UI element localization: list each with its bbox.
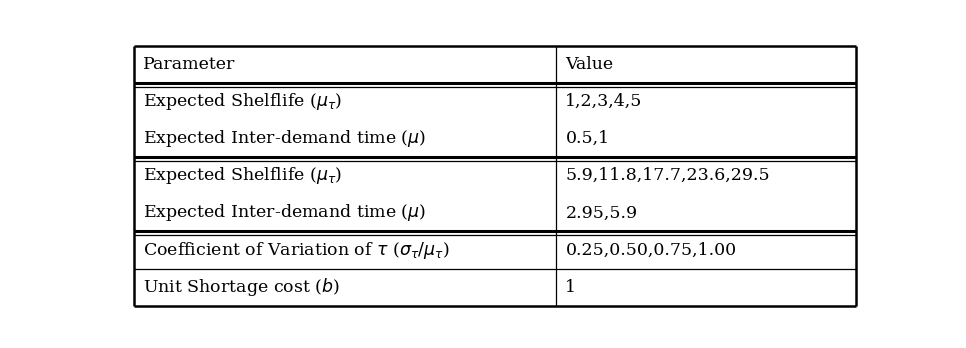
Text: 2.95,5.9: 2.95,5.9 — [565, 204, 638, 221]
Text: Coefficient of Variation of $\tau$ ($\sigma_{\tau}/\mu_{\tau}$): Coefficient of Variation of $\tau$ ($\si… — [143, 239, 450, 261]
Text: 1,2,3,4,5: 1,2,3,4,5 — [565, 93, 642, 110]
Text: Expected Inter-demand time ($\mu$): Expected Inter-demand time ($\mu$) — [143, 203, 426, 223]
Text: Value: Value — [565, 56, 613, 73]
Text: Unit Shortage cost ($b$): Unit Shortage cost ($b$) — [143, 276, 340, 298]
Text: 0.25,0.50,0.75,1.00: 0.25,0.50,0.75,1.00 — [565, 242, 736, 259]
Text: Parameter: Parameter — [143, 56, 236, 73]
Text: Expected Shelflife ($\mu_{\tau}$): Expected Shelflife ($\mu_{\tau}$) — [143, 165, 343, 186]
Text: 5.9,11.8,17.7,23.6,29.5: 5.9,11.8,17.7,23.6,29.5 — [565, 167, 770, 184]
Text: Expected Inter-demand time ($\mu$): Expected Inter-demand time ($\mu$) — [143, 128, 426, 149]
Text: Expected Shelflife ($\mu_{\tau}$): Expected Shelflife ($\mu_{\tau}$) — [143, 91, 343, 112]
Text: 0.5,1: 0.5,1 — [565, 130, 610, 147]
Text: 1: 1 — [565, 279, 577, 296]
